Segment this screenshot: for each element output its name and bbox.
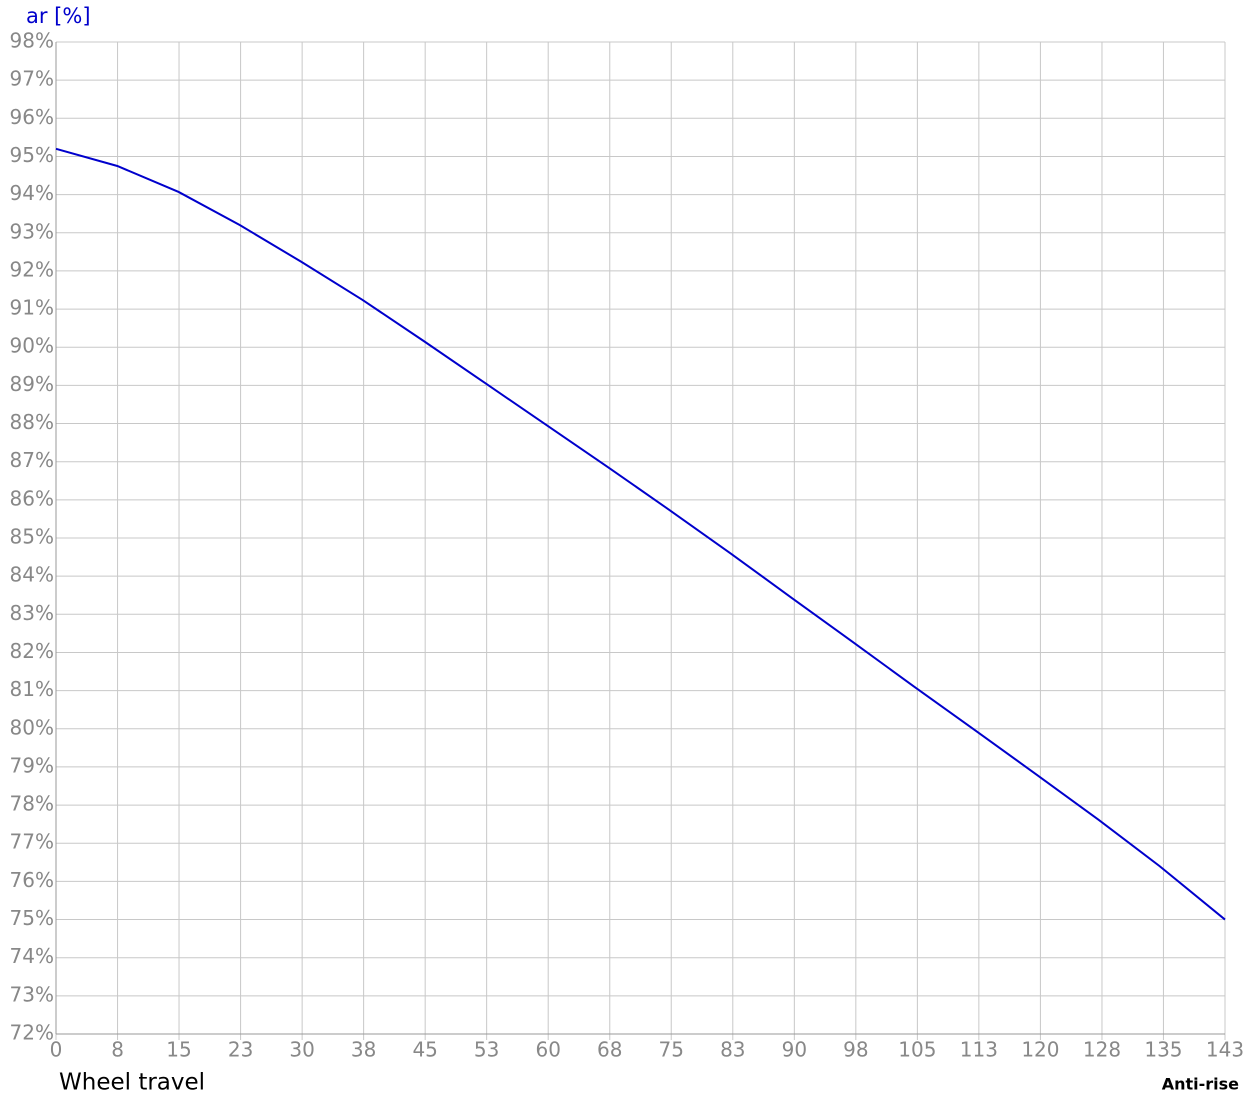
y-tick-label: 96% — [10, 105, 54, 129]
y-tick-label: 97% — [10, 67, 54, 91]
y-tick-label: 85% — [10, 525, 54, 549]
x-tick-label: 38 — [351, 1038, 376, 1062]
y-tick-label: 80% — [10, 715, 54, 739]
x-tick-label: 30 — [289, 1038, 314, 1062]
y-tick-label: 77% — [10, 830, 54, 854]
y-axis-title: ar [%] — [26, 4, 91, 28]
x-tick-label: 0 — [50, 1038, 63, 1062]
y-tick-label: 89% — [10, 372, 54, 396]
x-tick-label: 23 — [228, 1038, 253, 1062]
x-tick-label: 90 — [782, 1038, 807, 1062]
x-tick-label: 128 — [1083, 1038, 1121, 1062]
y-tick-label: 84% — [10, 563, 54, 587]
y-tick-label: 81% — [10, 677, 54, 701]
x-tick-label: 105 — [898, 1038, 936, 1062]
y-tick-label: 73% — [10, 982, 54, 1006]
x-tick-label: 143 — [1206, 1038, 1244, 1062]
y-tick-label: 74% — [10, 944, 54, 968]
y-tick-label: 94% — [10, 181, 54, 205]
y-tick-label: 90% — [10, 334, 54, 358]
x-tick-label: 8 — [111, 1038, 124, 1062]
y-tick-label: 83% — [10, 601, 54, 625]
x-tick-label: 75 — [659, 1038, 684, 1062]
y-tick-label: 98% — [10, 29, 54, 53]
x-tick-label: 135 — [1144, 1038, 1182, 1062]
x-tick-label: 120 — [1021, 1038, 1059, 1062]
y-tick-label: 93% — [10, 219, 54, 243]
x-tick-label: 45 — [412, 1038, 437, 1062]
x-tick-label: 68 — [597, 1038, 622, 1062]
y-tick-label: 82% — [10, 639, 54, 663]
x-tick-label: 83 — [720, 1038, 745, 1062]
x-axis-title: Wheel travel — [59, 1070, 205, 1096]
x-tick-label: 113 — [960, 1038, 998, 1062]
x-tick-label: 60 — [535, 1038, 560, 1062]
x-tick-label: 53 — [474, 1038, 499, 1062]
x-tick-label: 98 — [843, 1038, 868, 1062]
y-tick-label: 76% — [10, 868, 54, 892]
y-tick-label: 88% — [10, 410, 54, 434]
y-tick-label: 95% — [10, 143, 54, 167]
y-tick-label: 86% — [10, 486, 54, 510]
y-tick-label: 78% — [10, 792, 54, 816]
y-tick-label: 72% — [10, 1021, 54, 1045]
y-tick-label: 91% — [10, 296, 54, 320]
x-tick-label: 15 — [166, 1038, 191, 1062]
y-tick-label: 87% — [10, 448, 54, 472]
y-tick-label: 92% — [10, 257, 54, 281]
y-tick-label: 79% — [10, 753, 54, 777]
line-series — [55, 147, 1226, 921]
y-tick-label: 75% — [10, 906, 54, 930]
chart-label: Anti-rise — [1162, 1075, 1239, 1094]
